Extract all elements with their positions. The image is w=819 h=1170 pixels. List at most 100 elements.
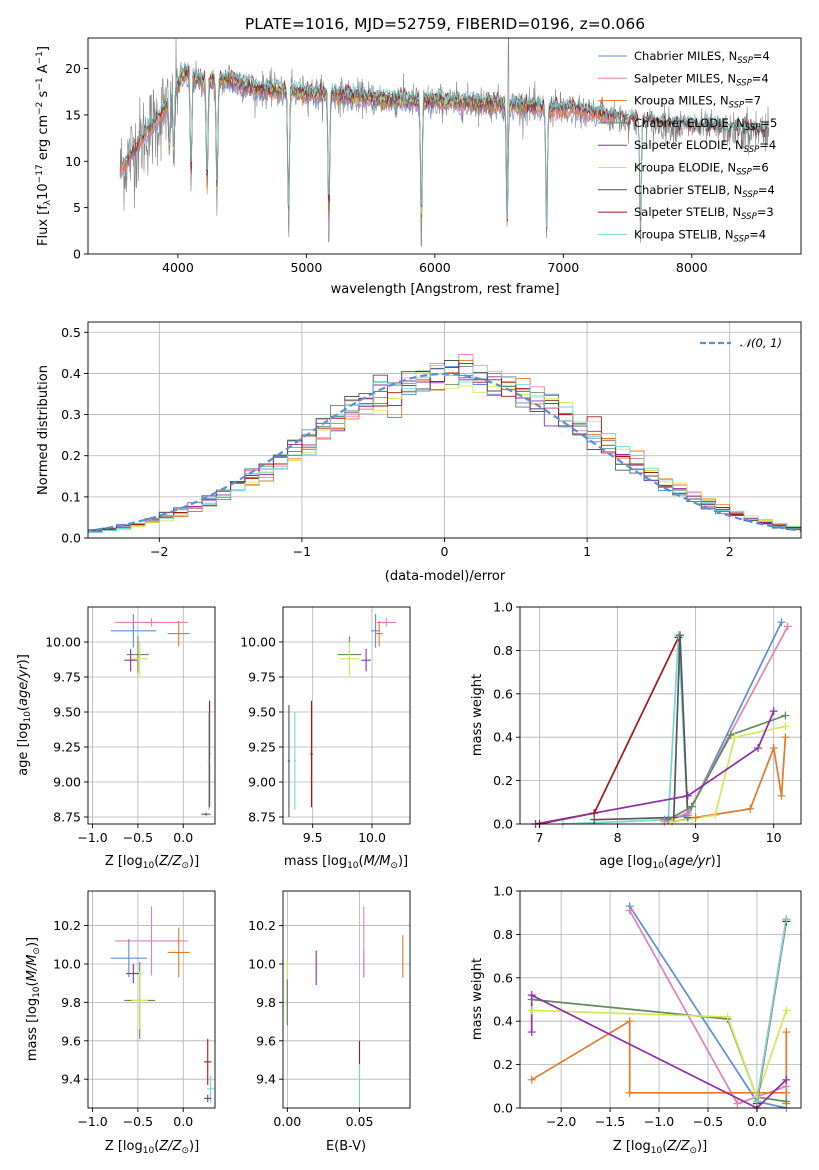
mass-vs-Z-ytick-label: 10.0 bbox=[53, 956, 81, 971]
age-vs-Z-ytick-label: 8.75 bbox=[53, 810, 81, 825]
mass-vs-Z-point-salpeter-elodie bbox=[126, 963, 141, 984]
mass-vs-ebv-ytick-label: 9.4 bbox=[256, 1072, 276, 1087]
residuals-ytick-label: 0.4 bbox=[61, 366, 81, 381]
age-vs-mass-point-salpeter-elodie bbox=[361, 649, 371, 672]
legend-label-salpeter-miles: Salpeter MILES, NSSP=4 bbox=[634, 71, 769, 88]
mass-vs-ebv-axes-frame bbox=[282, 890, 411, 1109]
spectrum-ytick-label: 20 bbox=[65, 61, 81, 76]
legend-label-kroupa-stelib: Kroupa STELIB, NSSP=4 bbox=[634, 227, 766, 244]
legend-label-salpeter-elodie: Salpeter ELODIE, NSSP=4 bbox=[634, 138, 776, 155]
mass-vs-ebv-panel: 0.00 0.05 9.4 9.6 9.8 10.0 10.2 E(B-V) bbox=[248, 890, 411, 1154]
residuals-ytick-label: 0.3 bbox=[61, 407, 81, 422]
mass-weight-vs-age-marker-salpeter-elodie bbox=[683, 791, 692, 800]
spectrum-legend: Chabrier MILES, NSSP=4 Salpeter MILES, NS… bbox=[598, 49, 777, 244]
age-vs-Z-point-kroupa-elodie bbox=[131, 642, 148, 676]
age-vs-mass-ytick-label: 8.75 bbox=[248, 810, 276, 825]
mass-weight-vs-Z-marker-kroupa-stelib bbox=[752, 1097, 761, 1106]
mass-weight-vs-Z-marker-kroupa-elodie bbox=[723, 1012, 732, 1021]
age-vs-mass-point-kroupa-stelib bbox=[293, 712, 297, 810]
mass-vs-Z-point-chabrier-stelib bbox=[204, 1094, 212, 1103]
mass-vs-Z-axes-frame bbox=[87, 890, 216, 1109]
age-vs-Z-ytick-label: 10.00 bbox=[45, 635, 81, 650]
mass-vs-ebv-ytick-label: 10.0 bbox=[248, 956, 276, 971]
residuals-ytick-label: 0.1 bbox=[61, 489, 81, 504]
mass-weight-vs-age-marker-chabrier-elodie bbox=[781, 711, 790, 720]
mass-weight-vs-age-line-kroupa-elodie bbox=[672, 725, 786, 823]
residuals-ytick-label: 0.2 bbox=[61, 448, 81, 463]
mass-weight-vs-age-ytick-label: 1.0 bbox=[493, 600, 513, 615]
mass-weight-vs-age-marker-kroupa-miles bbox=[781, 733, 790, 742]
mass-vs-Z-point-kroupa-miles bbox=[167, 927, 190, 978]
mass-weight-vs-Z-marker-salpeter-elodie bbox=[527, 1028, 536, 1037]
mass-weight-vs-Z-xtick-label: −1.0 bbox=[644, 1114, 674, 1129]
mass-weight-vs-Z-xtick-label: −2.0 bbox=[546, 1114, 576, 1129]
age-vs-mass-xtick-label: 9.5 bbox=[303, 830, 323, 845]
mass-weight-vs-Z-xtick-label: −0.5 bbox=[693, 1114, 723, 1129]
mass-weight-vs-Z-marker-kroupa-elodie bbox=[782, 1006, 791, 1015]
mass-weight-vs-age-ylabel: mass weight bbox=[470, 674, 485, 756]
mass-weight-vs-Z-marker-kroupa-miles bbox=[625, 1017, 634, 1026]
mass-weight-vs-age-axes-frame bbox=[519, 606, 802, 825]
model-chabrier-elodie bbox=[164, 72, 538, 224]
age-vs-mass-axes-frame bbox=[282, 606, 411, 825]
age-vs-Z-xtick-label: 0.0 bbox=[173, 830, 193, 845]
mass-weight-vs-age-ytick-label: 0.2 bbox=[493, 773, 513, 788]
age-vs-Z-point-chabrier-stelib bbox=[201, 812, 211, 816]
mass-vs-ebv-xlabel: E(B-V) bbox=[326, 1139, 366, 1154]
spectrum-xtick-label: 4000 bbox=[162, 260, 194, 275]
mass-weight-vs-age-line-chabrier-elodie bbox=[667, 714, 786, 821]
mass-weight-vs-age-ytick-label: 0.6 bbox=[493, 686, 513, 701]
mass-weight-vs-Z-xtick-label: 0.0 bbox=[747, 1114, 767, 1129]
mass-vs-ebv-ytick-label: 9.8 bbox=[256, 995, 276, 1010]
mass-weight-vs-age-marker-kroupa-miles bbox=[746, 804, 755, 813]
mass-vs-Z-ytick-label: 9.8 bbox=[61, 995, 81, 1010]
residuals-xlabel: (data-model)/error bbox=[385, 569, 506, 584]
residuals-ytick-label: 0.0 bbox=[61, 531, 81, 546]
mass-weight-vs-age-marker-salpeter-miles bbox=[783, 622, 792, 631]
mass-weight-vs-Z-axes-frame bbox=[519, 890, 802, 1109]
age-vs-Z-panel: −1.0 −0.5 0.0 8.75 9.00 9.25 9.50 9.75 10.00 Z [… bbox=[16, 606, 216, 871]
residuals-legend: 𝒩(0, 1) bbox=[700, 336, 782, 350]
residuals-panel: −2 −1 0 1 2 0.0 0.1 0.2 0.3 0.4 0.5 (data-model)/e… bbox=[36, 321, 802, 584]
mass-weight-vs-age-xtick-label: 8 bbox=[614, 830, 622, 845]
mass-vs-Z-ytick-label: 9.4 bbox=[61, 1072, 81, 1087]
age-vs-Z-ytick-label: 9.75 bbox=[53, 670, 81, 685]
spectrum-xlabel: wavelength [Angstrom, rest frame] bbox=[331, 282, 560, 297]
age-vs-mass-point-kroupa-miles bbox=[375, 621, 383, 647]
mass-vs-Z-xtick-label: 0.0 bbox=[173, 1114, 193, 1129]
mass-weight-vs-age-marker-kroupa-miles bbox=[769, 744, 778, 753]
spectrum-panel: PLATE=1016, MJD=52759, FIBERID=0196, z=0… bbox=[35, 15, 802, 297]
normal-curve bbox=[88, 372, 801, 532]
spectrum-ylabel: Flux [fλ10−17 erg cm−2 s−1 A−1] bbox=[35, 46, 53, 246]
mass-weight-vs-age-marker-kroupa-miles bbox=[691, 813, 700, 822]
legend-label-chabrier-miles: Chabrier MILES, NSSP=4 bbox=[634, 49, 770, 66]
residuals-xtick-label: 1 bbox=[583, 544, 591, 559]
mass-weight-vs-age-marker-chabrier-miles bbox=[777, 618, 786, 627]
residuals-xtick-label: −1 bbox=[293, 544, 311, 559]
normal-legend-label: 𝒩(0, 1) bbox=[740, 336, 782, 350]
mass-weight-vs-age-line-salpeter-stelib bbox=[539, 637, 680, 824]
age-vs-Z-axes-frame bbox=[87, 606, 216, 825]
mass-vs-Z-xtick-label: −1.0 bbox=[77, 1114, 107, 1129]
age-vs-mass-xlabel: mass [log10(M/M⊙)] bbox=[284, 854, 408, 871]
age-vs-mass-point-chabrier-stelib bbox=[287, 705, 291, 817]
age-vs-mass-ytick-label: 10.00 bbox=[240, 635, 276, 650]
mass-weight-vs-Z-ytick-label: 0.4 bbox=[493, 1014, 513, 1029]
spectrum-ytick-label: 5 bbox=[73, 200, 81, 215]
age-vs-Z-point-kroupa-miles bbox=[167, 621, 190, 647]
age-vs-Z-ytick-label: 9.25 bbox=[53, 740, 81, 755]
mass-weight-vs-age-marker-salpeter-elodie bbox=[754, 744, 763, 753]
residuals-xtick-label: 2 bbox=[726, 544, 734, 559]
mass-weight-vs-age-ytick-label: 0.0 bbox=[493, 817, 513, 832]
age-vs-mass-point-salpeter-stelib bbox=[310, 700, 313, 808]
age-vs-mass-panel: 9.5 10.0 8.75 9.00 9.25 9.50 9.75 10.00 mass [l… bbox=[240, 606, 411, 871]
age-vs-mass-ytick-label: 9.50 bbox=[248, 705, 276, 720]
mass-weight-vs-age-xtick-label: 9 bbox=[692, 830, 700, 845]
mass-weight-vs-Z-marker-salpeter-miles bbox=[733, 1099, 742, 1108]
mass-vs-Z-panel: −1.0 −0.5 0.0 9.4 9.6 9.8 10.0 10.2 Z [log10(Z/… bbox=[25, 890, 216, 1156]
mass-vs-ebv-xtick-label: 0.05 bbox=[346, 1114, 374, 1129]
mass-vs-ebv-ytick-label: 9.6 bbox=[256, 1033, 276, 1048]
mass-vs-ebv-xtick-label: 0.00 bbox=[273, 1114, 301, 1129]
mass-weight-vs-age-xlabel: age [log10(age/yr)] bbox=[599, 854, 721, 871]
age-vs-mass-xtick-label: 10.0 bbox=[358, 830, 386, 845]
